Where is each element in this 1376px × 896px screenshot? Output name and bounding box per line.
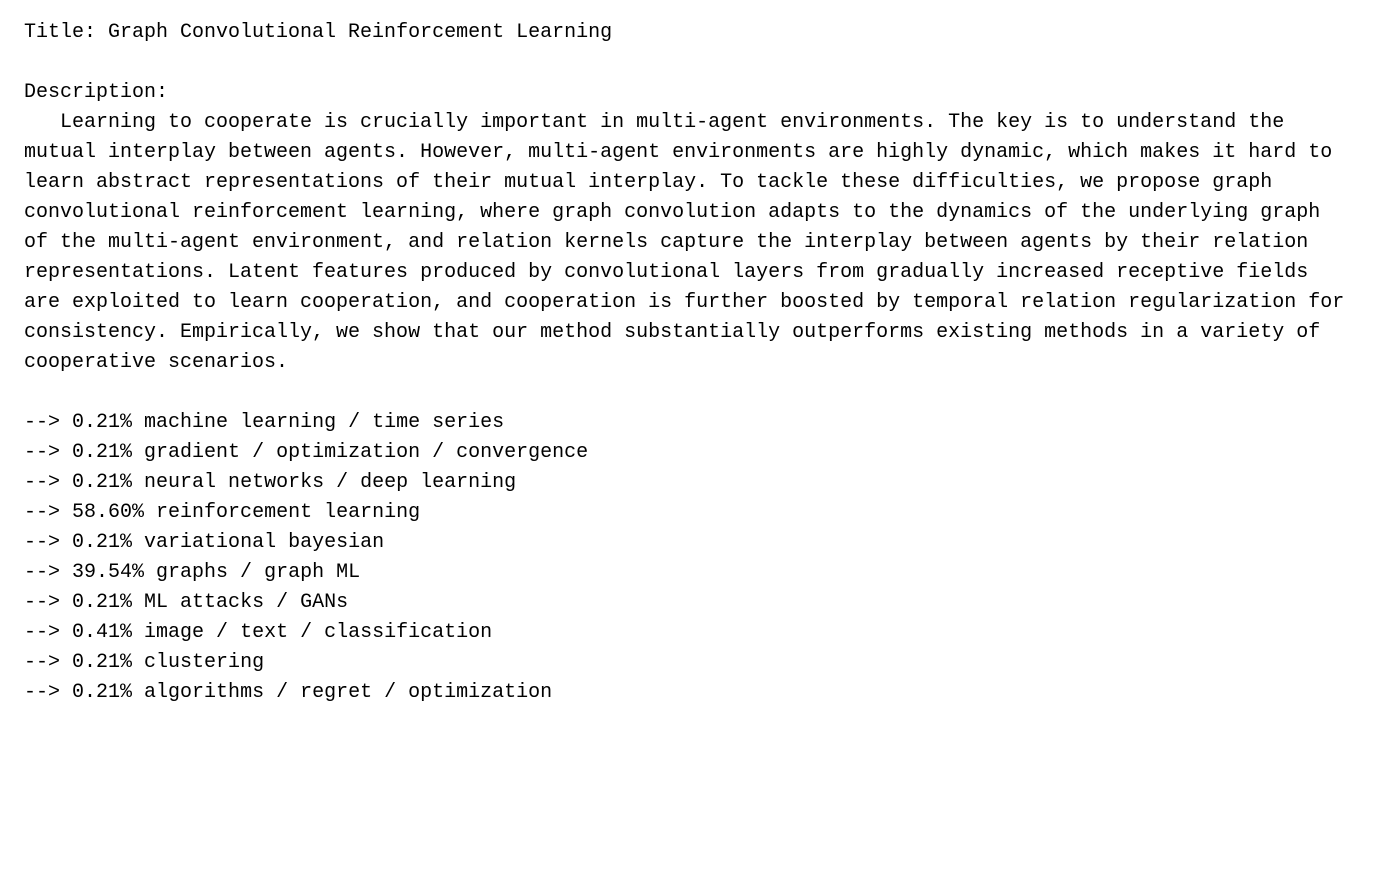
category-percent: 0.21% — [72, 591, 132, 614]
category-percent: 39.54% — [72, 561, 144, 584]
category-separator — [132, 591, 144, 614]
category-label: clustering — [144, 651, 264, 674]
category-separator — [132, 681, 144, 704]
arrow-icon: --> — [24, 681, 72, 704]
category-row: --> 0.41% image / text / classification — [24, 618, 1352, 648]
arrow-icon: --> — [24, 411, 72, 434]
category-percent: 0.21% — [72, 411, 132, 434]
category-separator — [132, 411, 144, 434]
category-row: --> 0.21% machine learning / time series — [24, 408, 1352, 438]
category-percent: 0.21% — [72, 681, 132, 704]
arrow-icon: --> — [24, 441, 72, 464]
category-row: --> 0.21% algorithms / regret / optimiza… — [24, 678, 1352, 708]
category-row: --> 58.60% reinforcement learning — [24, 498, 1352, 528]
description-text: Learning to cooperate is crucially impor… — [24, 111, 1344, 374]
category-percent: 0.41% — [72, 621, 132, 644]
category-separator — [132, 621, 144, 644]
category-label: ML attacks / GANs — [144, 591, 348, 614]
category-row: --> 39.54% graphs / graph ML — [24, 558, 1352, 588]
category-separator — [132, 441, 144, 464]
category-label: gradient / optimization / convergence — [144, 441, 588, 464]
category-row: --> 0.21% clustering — [24, 648, 1352, 678]
category-label: neural networks / deep learning — [144, 471, 516, 494]
category-row: --> 0.21% gradient / optimization / conv… — [24, 438, 1352, 468]
title-text: Graph Convolutional Reinforcement Learni… — [108, 21, 612, 44]
arrow-icon: --> — [24, 621, 72, 644]
category-percent: 0.21% — [72, 651, 132, 674]
category-separator — [132, 531, 144, 554]
category-percent: 0.21% — [72, 471, 132, 494]
category-row: --> 0.21% variational bayesian — [24, 528, 1352, 558]
category-label: reinforcement learning — [156, 501, 420, 524]
category-label: machine learning / time series — [144, 411, 504, 434]
title-line: Title: Graph Convolutional Reinforcement… — [24, 18, 1352, 48]
category-percent: 0.21% — [72, 441, 132, 464]
category-label: graphs / graph ML — [156, 561, 360, 584]
arrow-icon: --> — [24, 471, 72, 494]
category-separator — [144, 501, 156, 524]
description-label: Description: — [24, 78, 1352, 108]
category-percent: 0.21% — [72, 531, 132, 554]
category-separator — [132, 651, 144, 674]
arrow-icon: --> — [24, 561, 72, 584]
category-separator — [132, 471, 144, 494]
arrow-icon: --> — [24, 531, 72, 554]
arrow-icon: --> — [24, 501, 72, 524]
category-label: image / text / classification — [144, 621, 492, 644]
category-percent: 58.60% — [72, 501, 144, 524]
description-body: Learning to cooperate is crucially impor… — [24, 108, 1352, 378]
category-row: --> 0.21% neural networks / deep learnin… — [24, 468, 1352, 498]
arrow-icon: --> — [24, 651, 72, 674]
arrow-icon: --> — [24, 591, 72, 614]
category-label: variational bayesian — [144, 531, 384, 554]
category-separator — [144, 561, 156, 584]
category-row: --> 0.21% ML attacks / GANs — [24, 588, 1352, 618]
title-prefix: Title: — [24, 21, 108, 44]
category-list: --> 0.21% machine learning / time series… — [24, 408, 1352, 708]
document-page: Title: Graph Convolutional Reinforcement… — [0, 0, 1376, 896]
category-label: algorithms / regret / optimization — [144, 681, 552, 704]
